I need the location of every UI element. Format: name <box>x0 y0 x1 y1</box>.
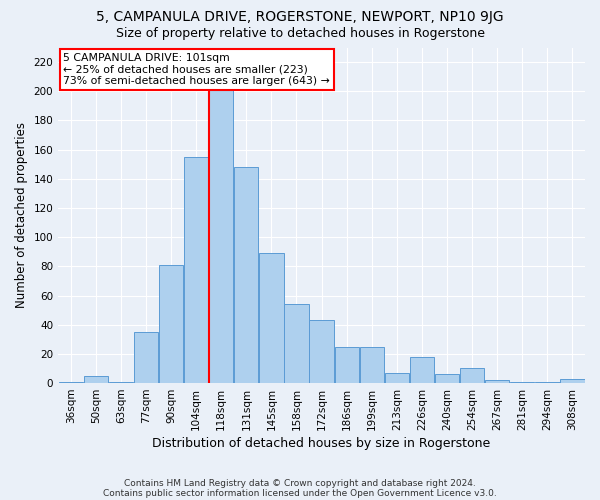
Bar <box>159 265 183 383</box>
Text: Size of property relative to detached houses in Rogerstone: Size of property relative to detached ho… <box>115 28 485 40</box>
Bar <box>435 374 459 383</box>
Text: Contains HM Land Registry data © Crown copyright and database right 2024.: Contains HM Land Registry data © Crown c… <box>124 478 476 488</box>
Bar <box>284 304 308 383</box>
Bar <box>83 376 108 383</box>
X-axis label: Distribution of detached houses by size in Rogerstone: Distribution of detached houses by size … <box>152 437 491 450</box>
Bar <box>109 382 133 383</box>
Bar <box>359 346 384 383</box>
Bar <box>460 368 484 383</box>
Bar <box>335 346 359 383</box>
Y-axis label: Number of detached properties: Number of detached properties <box>15 122 28 308</box>
Bar <box>259 253 284 383</box>
Text: Contains public sector information licensed under the Open Government Licence v3: Contains public sector information licen… <box>103 488 497 498</box>
Text: 5 CAMPANULA DRIVE: 101sqm
← 25% of detached houses are smaller (223)
73% of semi: 5 CAMPANULA DRIVE: 101sqm ← 25% of detac… <box>64 52 330 86</box>
Bar <box>234 167 259 383</box>
Bar <box>59 382 83 383</box>
Bar <box>410 357 434 383</box>
Bar <box>560 378 584 383</box>
Text: 5, CAMPANULA DRIVE, ROGERSTONE, NEWPORT, NP10 9JG: 5, CAMPANULA DRIVE, ROGERSTONE, NEWPORT,… <box>96 10 504 24</box>
Bar <box>134 332 158 383</box>
Bar <box>510 382 535 383</box>
Bar <box>535 382 560 383</box>
Bar <box>184 157 208 383</box>
Bar <box>385 373 409 383</box>
Bar <box>310 320 334 383</box>
Bar <box>209 88 233 383</box>
Bar <box>485 380 509 383</box>
